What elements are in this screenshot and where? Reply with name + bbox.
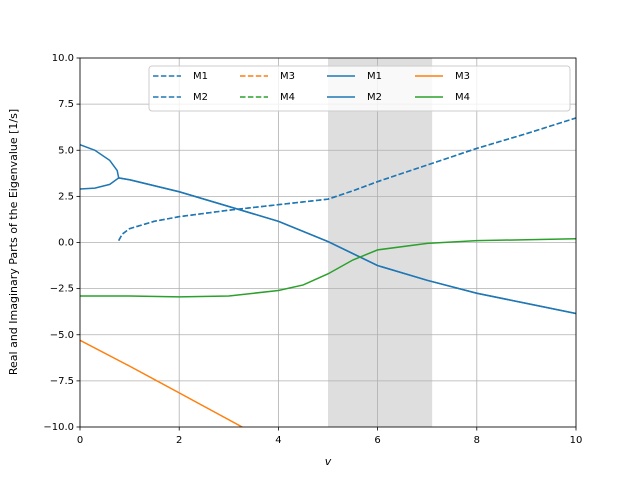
data-line bbox=[80, 177, 576, 315]
legend-box bbox=[148, 65, 571, 112]
legend-label: M1 bbox=[367, 71, 382, 82]
legend-label: M4 bbox=[280, 92, 295, 103]
y-tick-label: 5.0 bbox=[58, 145, 74, 156]
y-axis-label: Real and Imaginary Parts of the Eigenval… bbox=[7, 109, 20, 375]
x-tick-label: 8 bbox=[474, 435, 480, 446]
legend-label: M4 bbox=[455, 92, 470, 103]
y-tick-label: −7.5 bbox=[50, 376, 74, 387]
x-tick-label: 4 bbox=[275, 435, 281, 446]
y-tick-label: 2.5 bbox=[58, 191, 74, 202]
x-tick-label: 2 bbox=[176, 435, 182, 446]
plot-frame bbox=[79, 57, 577, 428]
x-tick-label: 0 bbox=[77, 435, 83, 446]
legend-label: M3 bbox=[280, 71, 295, 82]
data-line bbox=[118, 117, 576, 242]
x-axis-label: v bbox=[325, 455, 332, 468]
legend-label: M3 bbox=[455, 71, 470, 82]
y-tick-label: 10.0 bbox=[52, 53, 74, 64]
y-tick-label: −10.0 bbox=[43, 422, 74, 433]
x-tick-label: 6 bbox=[374, 435, 380, 446]
x-tick-label: 10 bbox=[570, 435, 583, 446]
legend-label: M2 bbox=[367, 92, 382, 103]
legend-label: M2 bbox=[193, 92, 208, 103]
plot-area bbox=[80, 117, 576, 427]
y-tick-label: −2.5 bbox=[50, 284, 74, 295]
y-tick-label: 7.5 bbox=[58, 99, 74, 110]
y-tick-label: 0.0 bbox=[58, 238, 74, 249]
y-tick-label: −5.0 bbox=[50, 330, 74, 341]
data-line bbox=[80, 339, 243, 427]
legend-label: M1 bbox=[193, 71, 208, 82]
data-line bbox=[80, 238, 576, 298]
